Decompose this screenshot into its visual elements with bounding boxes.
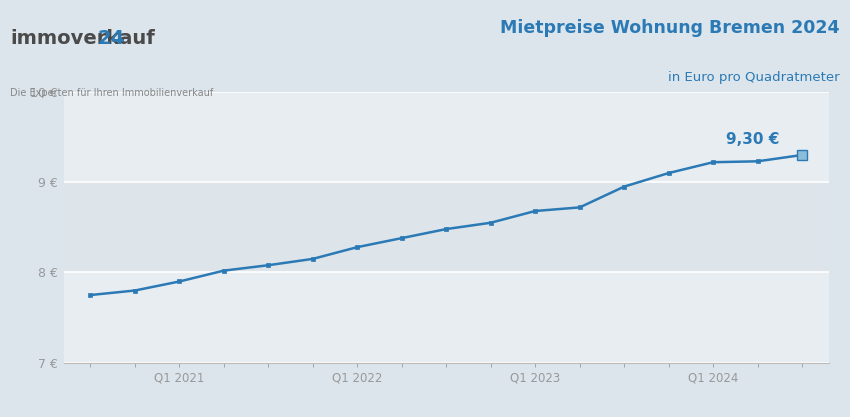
Text: Mietpreise Wohnung Bremen 2024: Mietpreise Wohnung Bremen 2024 — [501, 19, 840, 37]
Text: 9,30 €: 9,30 € — [727, 132, 779, 147]
Bar — [64, 272, 829, 363]
Text: Die Experten für Ihren Immobilienverkauf: Die Experten für Ihren Immobilienverkauf — [10, 88, 213, 98]
Bar — [64, 92, 829, 182]
Text: in Euro pro Quadratmeter: in Euro pro Quadratmeter — [668, 71, 840, 84]
Bar — [64, 182, 829, 272]
Text: immoverkauf: immoverkauf — [10, 29, 155, 48]
Text: 24: 24 — [98, 29, 125, 48]
